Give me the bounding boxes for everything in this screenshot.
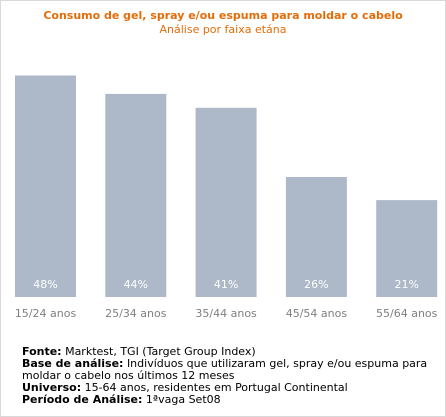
bar-value-label-1: 48%	[33, 278, 57, 291]
chart-title: Consumo de gel, spray e/ou espuma para m…	[43, 9, 403, 22]
note-base-label: Base de análise:	[22, 357, 124, 370]
bar-3	[195, 107, 257, 297]
bar-4	[285, 177, 347, 297]
category-label-3: 35/44 anos	[195, 307, 257, 320]
note-fonte: Fonte: Marktest, TGI (Target Group Index…	[22, 346, 442, 358]
note-fonte-label: Fonte:	[22, 345, 62, 358]
bar-value-label-4: 26%	[304, 278, 328, 291]
bar-chart: 48% 15/24 anos 44% 25/34 anos 41% 35/44 anos 2…	[15, 75, 438, 320]
category-label-1: 15/24 anos	[15, 307, 77, 320]
note-universo-label: Universo:	[22, 381, 82, 394]
bar-value-label-5: 21%	[394, 278, 418, 291]
note-periodo-label: Período de Análise:	[22, 393, 143, 406]
note-base-cont: moldar o cabelo nos últimos 12 meses	[22, 370, 442, 382]
chart-notes: Fonte: Marktest, TGI (Target Group Index…	[22, 346, 442, 406]
note-fonte-text: Marktest, TGI (Target Group Index)	[65, 345, 256, 358]
note-universo: Universo: 15-64 anos, residentes em Port…	[22, 382, 442, 394]
note-periodo-text: 1ªvaga Set08	[145, 393, 221, 406]
note-base-text-2: moldar o cabelo nos últimos 12 meses	[22, 369, 235, 382]
bar-value-label-2: 44%	[124, 278, 148, 291]
note-universo-text: 15-64 anos, residentes em Portugal Conti…	[84, 381, 348, 394]
bar-value-label-3: 41%	[214, 278, 238, 291]
bar-5	[376, 200, 438, 297]
note-base-text-1: Indivíduos que utilizaram gel, spray e/o…	[126, 357, 428, 370]
category-label-4: 45/54 anos	[286, 307, 348, 320]
category-label-5: 55/64 anos	[376, 307, 438, 320]
note-periodo: Período de Análise: 1ªvaga Set08	[22, 394, 442, 406]
chart-subtitle: Análise por faixa etána	[159, 23, 287, 36]
bar-1	[15, 75, 76, 297]
note-base: Base de análise: Indivíduos que utilizar…	[22, 358, 442, 370]
category-label-2: 25/34 anos	[105, 307, 167, 320]
bar-2	[105, 93, 167, 298]
